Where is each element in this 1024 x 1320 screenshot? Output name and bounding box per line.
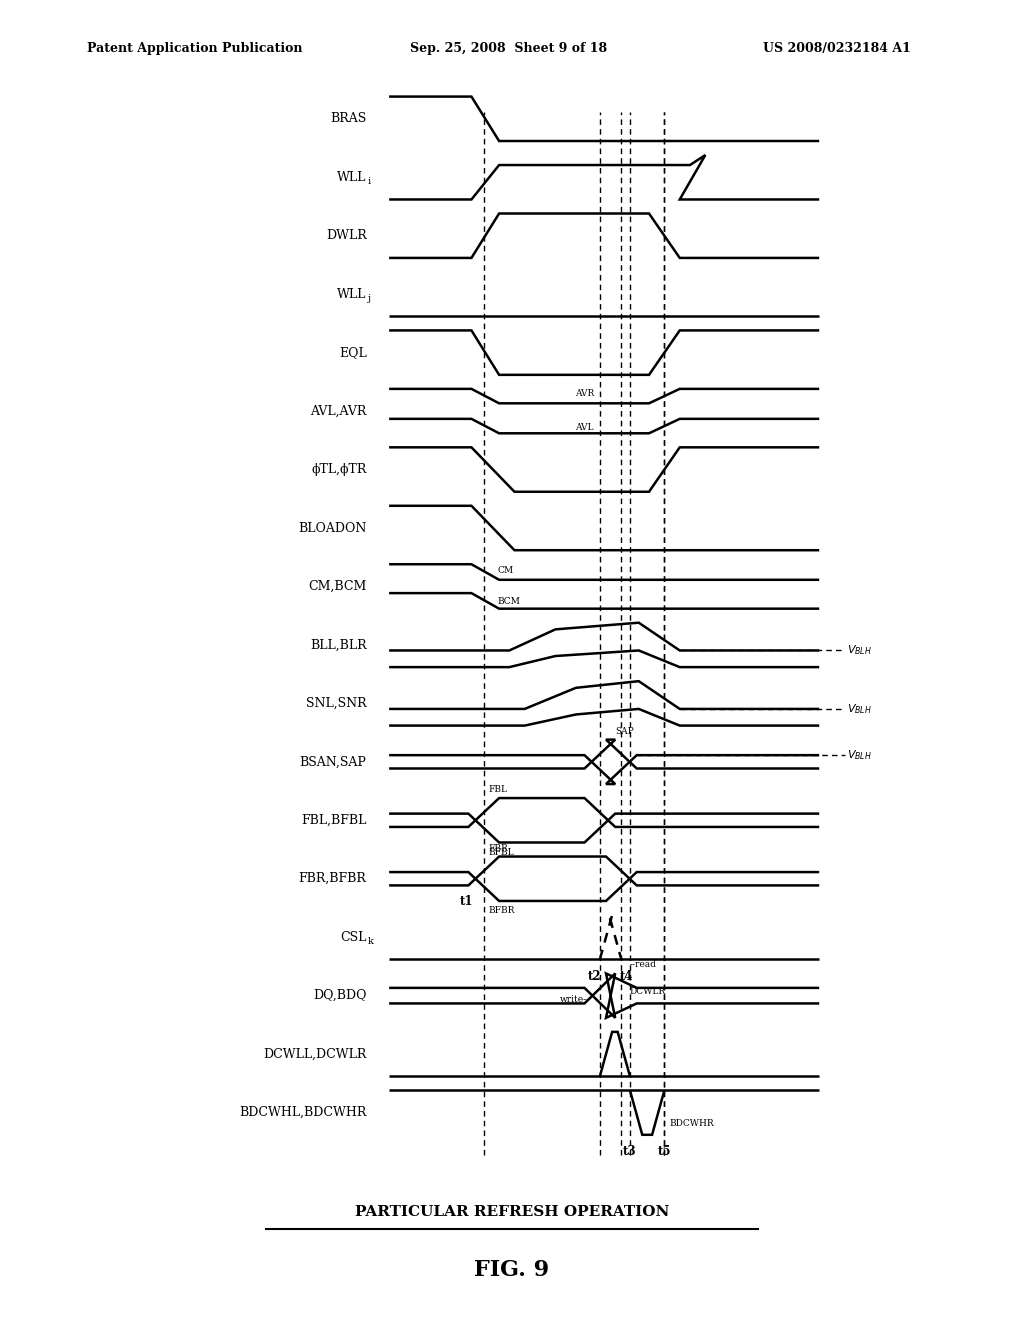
Text: BSAN,SAP: BSAN,SAP — [300, 755, 367, 768]
Text: DCWLR: DCWLR — [630, 986, 666, 995]
Text: t1: t1 — [460, 895, 473, 908]
Text: SNL,SNR: SNL,SNR — [306, 697, 367, 710]
Text: t5: t5 — [657, 1146, 671, 1159]
Text: BCM: BCM — [497, 597, 520, 606]
Text: $V_{BLH}$: $V_{BLH}$ — [847, 702, 871, 715]
Text: AVR: AVR — [574, 389, 594, 399]
Text: j: j — [368, 294, 371, 304]
Text: Sep. 25, 2008  Sheet 9 of 18: Sep. 25, 2008 Sheet 9 of 18 — [410, 42, 607, 55]
Text: DQ,BDQ: DQ,BDQ — [313, 989, 367, 1002]
Text: BLL,BLR: BLL,BLR — [310, 639, 367, 651]
Text: BFBR: BFBR — [488, 907, 515, 915]
Text: t2: t2 — [588, 970, 601, 983]
Text: $V_{BLH}$: $V_{BLH}$ — [847, 644, 871, 657]
Text: FBL: FBL — [488, 785, 508, 795]
Text: CM,BCM: CM,BCM — [308, 579, 367, 593]
Text: US 2008/0232184 A1: US 2008/0232184 A1 — [763, 42, 910, 55]
Text: EQL: EQL — [339, 346, 367, 359]
Text: k: k — [368, 937, 374, 946]
Text: CSL: CSL — [340, 931, 367, 944]
Text: FBR: FBR — [488, 843, 509, 853]
Text: AVL: AVL — [575, 422, 594, 432]
Text: WLL: WLL — [337, 170, 367, 183]
Text: --read: --read — [630, 961, 656, 969]
Text: DWLR: DWLR — [326, 230, 367, 242]
Text: $V_{BLH}$: $V_{BLH}$ — [847, 748, 871, 762]
Text: DCWLL,DCWLR: DCWLL,DCWLR — [263, 1048, 367, 1060]
Text: t3: t3 — [624, 1146, 637, 1159]
Text: Patent Application Publication: Patent Application Publication — [87, 42, 302, 55]
Text: FIG. 9: FIG. 9 — [474, 1259, 550, 1280]
Text: AVL,AVR: AVL,AVR — [310, 405, 367, 417]
Text: write--: write-- — [559, 995, 590, 1005]
Text: WLL: WLL — [337, 288, 367, 301]
Text: FBL,BFBL: FBL,BFBL — [301, 814, 367, 826]
Text: BRAS: BRAS — [331, 112, 367, 125]
Text: i: i — [368, 177, 371, 186]
Text: ϕTL,ϕTR: ϕTL,ϕTR — [311, 463, 367, 477]
Text: PARTICULAR REFRESH OPERATION: PARTICULAR REFRESH OPERATION — [354, 1205, 670, 1218]
Text: FBR,BFBR: FBR,BFBR — [299, 873, 367, 886]
Text: SAP: SAP — [615, 726, 634, 735]
Text: BLOADON: BLOADON — [298, 521, 367, 535]
Text: t4: t4 — [620, 970, 633, 983]
Text: CM: CM — [497, 565, 513, 574]
Text: BDCWHL,BDCWHR: BDCWHL,BDCWHR — [240, 1106, 367, 1119]
Text: BFBL: BFBL — [488, 847, 514, 857]
Text: BDCWHR: BDCWHR — [670, 1119, 714, 1129]
